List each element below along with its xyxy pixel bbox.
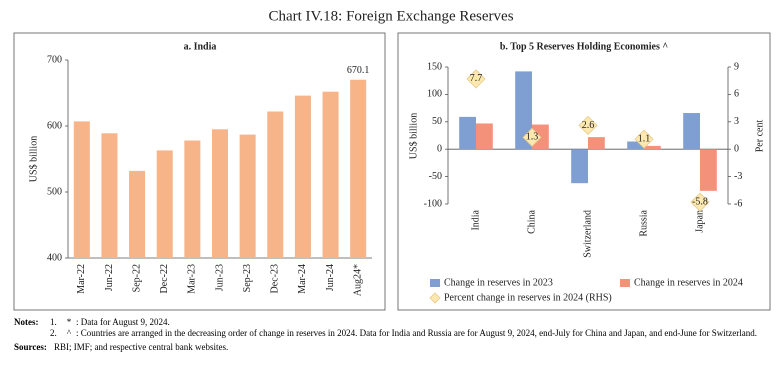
note-text: : Countries are arranged in the decreasi… bbox=[76, 328, 758, 338]
y2-tick-label: 3 bbox=[734, 116, 739, 127]
bar bbox=[350, 79, 367, 258]
diamond-marker bbox=[578, 115, 598, 136]
bar bbox=[644, 145, 661, 150]
y-tick-label: 500 bbox=[47, 186, 62, 197]
panel-frame bbox=[13, 32, 386, 311]
legend-label: Change in reserves in 2024 bbox=[634, 277, 743, 288]
bar bbox=[588, 137, 605, 150]
note-symbol: * bbox=[66, 317, 72, 327]
bar bbox=[476, 123, 493, 150]
bar bbox=[267, 111, 284, 258]
x-tick-label: Jun-24 bbox=[325, 264, 336, 291]
note-row: 2. ^ : Countries are arranged in the dec… bbox=[14, 328, 774, 339]
bar bbox=[129, 170, 146, 258]
panel-title: a. India bbox=[184, 41, 217, 52]
note-row: Notes: 1. * : Data for August 9, 2024. bbox=[14, 317, 774, 328]
figure: Chart IV.18: Foreign Exchange Reserves a… bbox=[13, 8, 771, 311]
y-tick-label: 150 bbox=[427, 61, 442, 72]
y2-tick-label: 9 bbox=[734, 61, 739, 72]
y-tick-label: 50 bbox=[432, 116, 442, 127]
y-tick-label: -100 bbox=[424, 198, 442, 209]
y-tick-label: 100 bbox=[427, 89, 442, 100]
x-tick-label: Russia bbox=[638, 209, 649, 236]
y-tick-label: 400 bbox=[47, 252, 62, 263]
x-tick-label: Jun-22 bbox=[104, 264, 115, 291]
data-label: -5.8 bbox=[692, 196, 708, 207]
notes-heading: Notes: bbox=[14, 317, 39, 327]
panel-frame bbox=[397, 32, 771, 311]
diamond-marker bbox=[690, 192, 710, 212]
panel-title: b. Top 5 Reserves Holding Economies ^ bbox=[500, 41, 669, 52]
legend-label: Percent change in reserves in 2024 (RHS) bbox=[444, 292, 612, 303]
bar bbox=[515, 71, 532, 150]
y2-tick-label: 0 bbox=[734, 143, 739, 154]
bar bbox=[211, 129, 229, 258]
y-tick-label: 0 bbox=[437, 143, 442, 154]
x-tick-label: Dec-22 bbox=[159, 264, 170, 293]
x-tick-label: India bbox=[470, 209, 481, 230]
bar bbox=[683, 113, 700, 150]
diamond-marker bbox=[466, 69, 486, 89]
data-label: 7.7 bbox=[470, 73, 483, 84]
bar bbox=[294, 95, 311, 258]
data-label: 2.6 bbox=[582, 120, 595, 131]
x-tick-label: Mar-23 bbox=[187, 264, 198, 294]
x-tick-label: Sep-23 bbox=[242, 264, 253, 292]
sources-heading: Sources: bbox=[14, 342, 47, 352]
x-tick-label: China bbox=[526, 209, 537, 233]
y2-axis-label: Per cent bbox=[754, 120, 765, 153]
y2-tick-label: -3 bbox=[734, 171, 742, 182]
diamond-marker bbox=[522, 127, 542, 147]
data-label: 1.3 bbox=[526, 132, 539, 143]
y2-tick-label: 6 bbox=[734, 89, 739, 100]
note-number: 1. bbox=[50, 317, 57, 327]
bar bbox=[322, 91, 339, 259]
x-tick-label: Jun-23 bbox=[214, 264, 225, 291]
sources-row: Sources: RBI; IMF; and respective centra… bbox=[14, 342, 774, 353]
note-symbol: ^ bbox=[66, 328, 72, 338]
legend-swatch bbox=[620, 279, 630, 287]
x-tick-label: Japan bbox=[694, 210, 705, 233]
note-text: : Data for August 9, 2024. bbox=[76, 317, 170, 327]
bar bbox=[184, 140, 201, 258]
chart-title: Chart IV.18: Foreign Exchange Reserves bbox=[268, 8, 513, 24]
diamond-marker bbox=[634, 129, 654, 149]
y-tick-label: -50 bbox=[429, 171, 442, 182]
data-label: 1.1 bbox=[638, 133, 651, 144]
bar bbox=[700, 149, 717, 191]
bar bbox=[156, 150, 173, 258]
bar bbox=[239, 134, 256, 258]
bar bbox=[459, 116, 476, 150]
y-axis-label: US$ billion bbox=[408, 113, 419, 159]
x-tick-label: Switzerland bbox=[582, 210, 593, 258]
data-label: 670.1 bbox=[347, 65, 370, 76]
y-axis-label: US$ billion bbox=[28, 136, 39, 182]
y-tick-label: 600 bbox=[47, 120, 62, 131]
x-tick-label: Dec-23 bbox=[270, 264, 281, 293]
x-tick-label: Sep-22 bbox=[131, 264, 142, 292]
x-tick-label: Aug24* bbox=[352, 264, 363, 296]
bar bbox=[627, 141, 644, 150]
notes: Notes: 1. * : Data for August 9, 2024. 2… bbox=[14, 317, 774, 353]
note-number: 2. bbox=[50, 328, 57, 338]
x-tick-label: Mar-24 bbox=[297, 264, 308, 294]
legend-swatch bbox=[429, 292, 441, 304]
bar bbox=[101, 133, 118, 258]
y2-tick-label: -6 bbox=[734, 198, 742, 209]
bar bbox=[571, 149, 588, 184]
legend-swatch bbox=[430, 279, 440, 287]
legend-label: Change in reserves in 2023 bbox=[444, 277, 553, 288]
sources-text: RBI; IMF; and respective central bank we… bbox=[54, 342, 229, 352]
bar bbox=[73, 121, 90, 258]
y-tick-label: 700 bbox=[47, 54, 62, 65]
x-tick-label: Mar-22 bbox=[76, 264, 87, 294]
